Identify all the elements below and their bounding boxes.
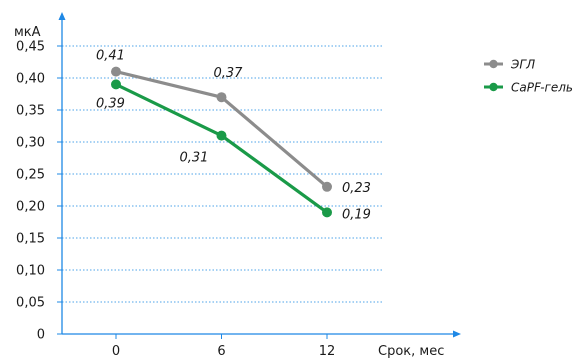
y-tick-label: 0,10 [16, 264, 45, 279]
legend-label-0: ЭГЛ [510, 58, 535, 72]
series-layer [111, 66, 332, 218]
data-label: 0,23 [342, 181, 371, 196]
legend: ЭГЛ CaPF-гель [484, 58, 573, 95]
legend-label-1: CaPF-гель [511, 81, 573, 95]
x-tick-label: 6 [217, 344, 225, 359]
series-0-point [111, 66, 121, 77]
series-line-0 [114, 69, 329, 189]
y-tick-label: 0,20 [16, 200, 45, 215]
series-1-point [111, 79, 121, 90]
series-0-point [322, 181, 332, 192]
y-tick-label: 0 [37, 328, 45, 343]
x-axis-title: Срок, мес [378, 344, 444, 359]
y-tick-label: 0,05 [16, 296, 45, 311]
series-1-point [322, 207, 332, 218]
x-tick-label: 0 [112, 344, 120, 359]
legend-swatch-marker-1 [489, 82, 498, 92]
data-label: 0,39 [96, 96, 125, 111]
data-label: 0,31 [180, 151, 209, 166]
y-tick-label: 0,25 [16, 168, 45, 183]
data-label: 0,37 [214, 66, 244, 81]
y-axis-arrow [58, 12, 66, 20]
y-tick-label: 0,30 [16, 136, 45, 151]
data-label: 0,19 [342, 207, 371, 222]
y-tick-label: 0,45 [16, 40, 45, 55]
ticks-layer: 0 0,05 0,10 0,15 0,20 0,25 0,30 0,35 0,40 0,45 0 6 1… [16, 40, 335, 360]
axes-layer: мкА Срок, мес [14, 12, 461, 359]
series-1-point [216, 130, 227, 141]
grid-layer [62, 45, 382, 303]
legend-swatch-marker-0 [489, 59, 498, 69]
data-labels-layer: 0,41 0,37 0,23 0,39 0,31 0,19 [96, 49, 371, 223]
y-tick-label: 0,35 [16, 104, 45, 119]
y-axis-title: мкА [14, 25, 41, 40]
y-tick-label: 0,15 [16, 232, 45, 247]
y-tick-label: 0,40 [16, 72, 45, 87]
series-line-1 [114, 82, 329, 214]
x-tick-label: 12 [319, 344, 336, 359]
x-axis-arrow [453, 330, 461, 338]
series-0-point [216, 92, 227, 103]
data-label: 0,41 [96, 49, 125, 64]
